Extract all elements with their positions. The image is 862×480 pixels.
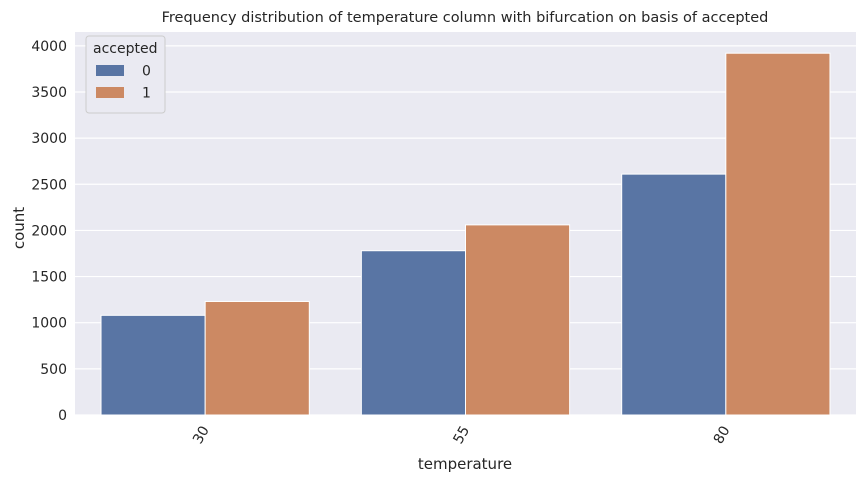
legend-label-1: 1 [142, 86, 151, 102]
bar-30-accepted-1 [204, 300, 310, 416]
x-tick-labels: 30 55 80 [190, 423, 733, 446]
x-tick-label: 55 [450, 423, 473, 446]
y-axis-label: count [10, 207, 28, 249]
x-tick-label: 30 [190, 423, 213, 446]
legend-title: accepted [93, 41, 157, 57]
bar-80-accepted-1 [725, 52, 831, 416]
y-tick-label: 4000 [31, 39, 67, 55]
legend: accepted 01 [85, 35, 166, 114]
legend-entries: 01 [96, 64, 151, 102]
y-tick-label: 0 [58, 408, 67, 424]
legend-swatch-0 [96, 65, 124, 76]
bar-55-accepted-0 [360, 250, 466, 416]
y-tick-label: 500 [40, 362, 67, 378]
chart-title: Frequency distribution of temperature co… [162, 10, 769, 26]
y-tick-labels: 0 500 1000 1500 2000 2500 3000 3500 4000 [31, 39, 67, 424]
x-axis-label: temperature [418, 455, 512, 473]
bars [100, 52, 831, 416]
bar-55-accepted-1 [465, 224, 571, 416]
x-tick-label: 80 [711, 423, 734, 446]
y-tick-label: 2500 [31, 177, 67, 193]
y-tick-label: 2000 [31, 223, 67, 239]
y-tick-label: 1500 [31, 270, 67, 286]
legend-swatch-1 [96, 87, 124, 98]
y-tick-label: 3000 [31, 131, 67, 147]
y-tick-label: 3500 [31, 85, 67, 101]
y-tick-label: 1000 [31, 316, 67, 332]
bar-80-accepted-0 [621, 173, 727, 416]
bar-30-accepted-0 [100, 314, 206, 416]
legend-label-0: 0 [142, 64, 151, 80]
